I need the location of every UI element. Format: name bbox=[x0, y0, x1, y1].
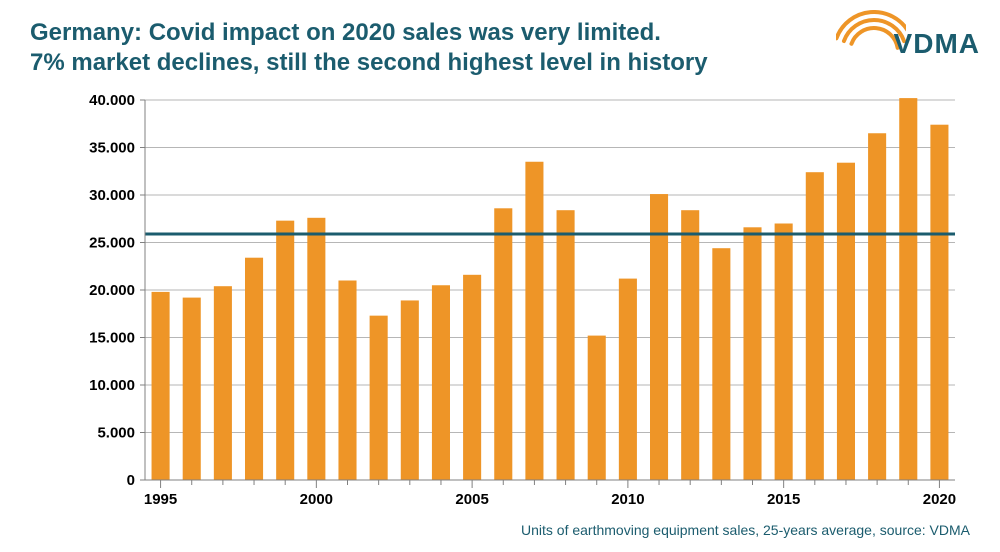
bar bbox=[525, 162, 543, 480]
bar bbox=[276, 221, 294, 480]
bar bbox=[712, 248, 730, 480]
title-line-2: 7% market declines, still the second hig… bbox=[30, 49, 708, 76]
vdma-logo: VDMA bbox=[842, 12, 982, 72]
y-tick-label: 25.000 bbox=[89, 235, 135, 252]
bar bbox=[775, 224, 793, 481]
title-line-1: Germany: Covid impact on 2020 sales was … bbox=[30, 19, 661, 46]
y-tick-label: 30.000 bbox=[89, 187, 135, 204]
bar bbox=[837, 163, 855, 480]
page: Germany: Covid impact on 2020 sales was … bbox=[0, 0, 1000, 552]
bar bbox=[743, 227, 761, 480]
y-tick-label: 0 bbox=[127, 472, 135, 489]
sales-chart: 0 5.000 10.000 15.000 20.000 25.000 30.000 35.0… bbox=[70, 95, 970, 525]
bar bbox=[681, 210, 699, 480]
bar bbox=[463, 275, 481, 480]
bar bbox=[650, 194, 668, 480]
y-tick-label: 20.000 bbox=[89, 282, 135, 299]
logo-arc bbox=[851, 28, 897, 48]
bar bbox=[899, 98, 917, 480]
bar bbox=[338, 281, 356, 481]
x-tick-label: 2015 bbox=[767, 491, 800, 508]
bar bbox=[401, 300, 419, 480]
bar bbox=[214, 286, 232, 480]
bar bbox=[557, 210, 575, 480]
y-tick-label: 15.000 bbox=[89, 330, 135, 347]
sales-chart-svg: 0 5.000 10.000 15.000 20.000 25.000 30.000 35.0… bbox=[70, 95, 980, 515]
bar bbox=[494, 208, 512, 480]
page-title: Germany: Covid impact on 2020 sales was … bbox=[30, 18, 810, 78]
y-tick-label: 35.000 bbox=[89, 140, 135, 157]
x-tick-label: 2020 bbox=[923, 491, 956, 508]
x-tick-label: 2000 bbox=[300, 491, 333, 508]
bar bbox=[183, 298, 201, 480]
x-tick-label: 2010 bbox=[611, 491, 644, 508]
vdma-logo-text: VDMA bbox=[894, 28, 980, 60]
bar bbox=[152, 292, 170, 480]
y-tick-label: 5.000 bbox=[97, 425, 135, 442]
bar bbox=[588, 336, 606, 480]
y-tick-label: 10.000 bbox=[89, 377, 135, 394]
bar bbox=[868, 133, 886, 480]
x-tick-label: 2005 bbox=[455, 491, 488, 508]
chart-footnote: Units of earthmoving equipment sales, 25… bbox=[521, 522, 970, 538]
bar bbox=[370, 316, 388, 480]
bar bbox=[619, 279, 637, 480]
y-tick-label: 40.000 bbox=[89, 95, 135, 109]
x-tick-label: 1995 bbox=[144, 491, 177, 508]
bar bbox=[432, 285, 450, 480]
bar bbox=[930, 125, 948, 480]
bar bbox=[245, 258, 263, 480]
bar bbox=[806, 172, 824, 480]
bar bbox=[307, 218, 325, 480]
